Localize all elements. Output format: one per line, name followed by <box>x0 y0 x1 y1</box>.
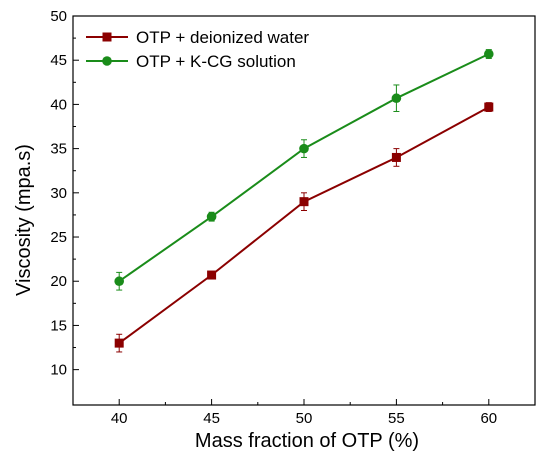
data-point <box>206 211 217 222</box>
legend-marker <box>102 32 112 42</box>
x-tick-label: 45 <box>203 410 220 427</box>
x-tick-label: 50 <box>296 410 313 427</box>
data-point <box>484 49 494 59</box>
y-tick-label: 40 <box>50 96 67 113</box>
data-point <box>299 197 309 207</box>
data-point <box>299 143 309 154</box>
legend-label: OTP + deionized water <box>136 28 309 47</box>
series-1 <box>114 102 494 353</box>
x-axis-title: Mass fraction of OTP (%) <box>195 430 419 452</box>
data-point <box>391 152 401 162</box>
data-point <box>391 93 402 104</box>
y-tick-label: 25 <box>50 229 67 246</box>
y-tick-label: 50 <box>50 8 67 25</box>
y-tick-label: 35 <box>50 141 67 158</box>
data-point <box>114 338 124 348</box>
legend-marker <box>102 56 112 66</box>
y-axis-title: Viscosity (mpa.s) <box>13 144 35 296</box>
axis-ticks-group: 10 15 20 25 30 35 40 45 50 40 45 50 55 60 <box>50 8 497 427</box>
y-tick-label: 30 <box>50 185 67 202</box>
data-point <box>114 276 124 287</box>
data-point <box>207 270 217 280</box>
legend-label: OTP + K-CG solution <box>136 52 296 71</box>
x-tick-label: 40 <box>111 410 128 427</box>
y-tick-label: 20 <box>50 273 67 290</box>
series-line <box>118 53 490 283</box>
y-tick-label: 45 <box>50 52 67 69</box>
x-tick-label: 55 <box>388 410 405 427</box>
y-tick-label: 10 <box>50 362 67 379</box>
y-tick-label: 15 <box>50 317 67 334</box>
data-point <box>484 102 494 112</box>
x-tick-label: 60 <box>480 410 497 427</box>
legend: OTP + deionized water OTP + K-CG solution <box>86 28 309 71</box>
series-group <box>114 49 494 353</box>
series-2 <box>114 49 494 291</box>
